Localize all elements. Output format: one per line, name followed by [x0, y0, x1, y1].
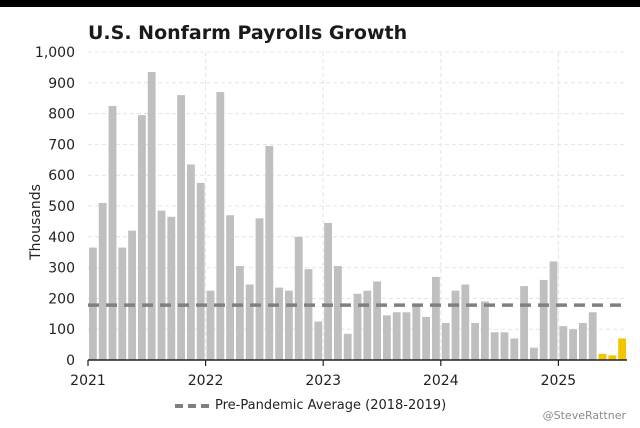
top-border	[0, 0, 640, 7]
credit-label: @SteveRattner	[542, 409, 626, 422]
bar-2022-11	[304, 269, 313, 360]
x-tick-label: 2022	[188, 373, 224, 389]
bar-2024-01	[441, 323, 450, 360]
bar-2021-11	[186, 164, 195, 360]
bar-2024-12	[549, 261, 558, 360]
y-tick-label: 500	[48, 199, 75, 215]
bar-2024-11	[539, 279, 548, 360]
bar-2025-03	[578, 323, 587, 360]
bar-2022-06	[255, 218, 264, 360]
y-tick-label: 800	[48, 107, 75, 123]
bar-2025-05	[598, 353, 607, 360]
bar-2023-04	[353, 293, 362, 360]
x-tick-label: 2025	[541, 373, 577, 389]
bar-2022-08	[275, 287, 284, 360]
bar-2023-07	[382, 315, 391, 360]
legend-label: Pre-Pandemic Average (2018-2019)	[215, 398, 447, 413]
y-tick-label: 100	[48, 322, 75, 338]
bar-2023-08	[392, 312, 401, 360]
bar-2025-06	[608, 355, 617, 360]
bar-2024-06	[490, 332, 499, 360]
y-tick-label: 1,000	[35, 45, 75, 61]
bar-2024-03	[461, 284, 470, 360]
bar-2022-07	[265, 145, 274, 360]
bar-2022-10	[294, 236, 303, 360]
bar-2021-06	[137, 115, 146, 360]
bar-2025-01	[559, 326, 568, 360]
bar-2021-08	[157, 210, 166, 360]
bar-2024-07	[500, 332, 509, 360]
bar-2022-02	[216, 92, 225, 360]
legend-dash-swatch	[175, 403, 209, 408]
y-tick-label: 400	[48, 230, 75, 246]
bar-2023-11	[422, 316, 431, 360]
y-tick-label: 600	[48, 168, 75, 184]
bar-2025-07	[618, 338, 627, 360]
bar-2021-10	[177, 95, 186, 361]
bar-2021-12	[196, 182, 205, 360]
y-tick-label: 300	[48, 261, 75, 277]
bar-2022-12	[314, 321, 323, 360]
bar-2024-02	[451, 290, 460, 360]
bar-2024-09	[520, 286, 529, 360]
x-tick-label: 2021	[70, 373, 106, 389]
bar-2022-05	[245, 284, 254, 360]
bars	[88, 72, 627, 361]
axes: 0 100 200 300 400 500 600 700 800 900 1,000 2021 202…	[35, 45, 627, 389]
bar-2022-09	[284, 290, 293, 360]
bar-2023-06	[373, 281, 382, 360]
y-tick-label: 700	[48, 137, 75, 153]
bar-2022-01	[206, 290, 215, 360]
bar-2021-07	[147, 72, 156, 361]
y-axis-label: Thousands	[28, 184, 44, 261]
y-tick-label: 900	[48, 76, 75, 92]
bar-2022-03	[226, 215, 235, 360]
bar-2023-10	[412, 304, 421, 360]
y-tick-label: 0	[66, 353, 75, 369]
bar-2021-04	[118, 247, 127, 360]
bar-2024-10	[529, 347, 538, 360]
bar-2023-02	[333, 266, 342, 360]
x-tick-label: 2023	[305, 373, 341, 389]
bar-2024-05	[480, 301, 489, 360]
x-tick-label: 2024	[423, 373, 459, 389]
bar-2023-09	[402, 312, 411, 360]
bar-2022-04	[235, 266, 244, 360]
bar-2024-08	[510, 338, 519, 360]
bar-2025-02	[569, 329, 578, 360]
legend: Pre-Pandemic Average (2018-2019)	[175, 398, 446, 413]
bar-2023-03	[343, 333, 352, 360]
bar-2021-05	[128, 230, 137, 360]
bar-2023-01	[324, 222, 333, 360]
bar-2021-03	[108, 105, 117, 361]
bar-2023-12	[431, 276, 440, 360]
bar-2021-02	[98, 202, 107, 360]
bar-2025-04	[588, 312, 597, 360]
bar-2023-05	[363, 290, 372, 360]
chart-title: U.S. Nonfarm Payrolls Growth	[88, 22, 408, 44]
bar-2021-09	[167, 216, 176, 360]
bar-2024-04	[471, 323, 480, 360]
y-tick-label: 200	[48, 291, 75, 307]
